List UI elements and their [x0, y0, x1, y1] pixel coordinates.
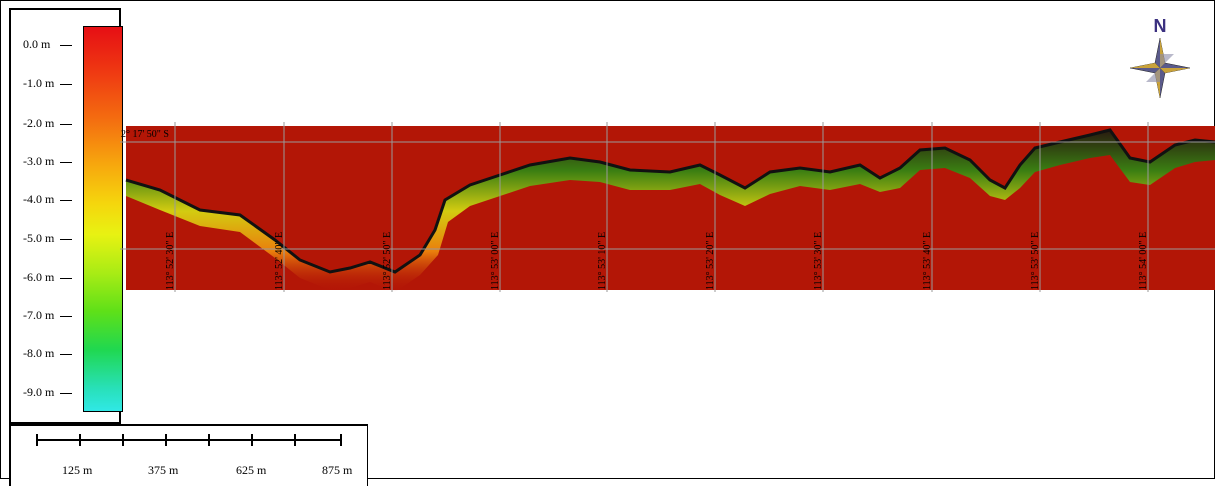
- lon-label: 113° 53' 00" E: [490, 232, 501, 290]
- legend-label: -3.0 m: [23, 154, 55, 168]
- legend-tick: [60, 316, 72, 317]
- lon-label: 113° 52' 40" E: [274, 232, 285, 290]
- legend-tick: [60, 239, 72, 240]
- legend-label: -4.0 m: [23, 192, 55, 206]
- scale-tick: [294, 434, 296, 446]
- legend-label: -5.0 m: [23, 231, 55, 245]
- scale-tick: [165, 434, 167, 446]
- north-arrow-icon: N: [1129, 16, 1191, 98]
- legend-label: -6.0 m: [23, 270, 55, 284]
- legend-label: -1.0 m: [23, 76, 55, 90]
- lon-label: 113° 53' 10" E: [597, 232, 608, 290]
- lon-label: 113° 53' 50" E: [1030, 232, 1041, 290]
- depth-color-bar: [83, 26, 123, 412]
- legend-label: -9.0 m: [23, 385, 55, 399]
- scale-tick: [36, 434, 38, 446]
- lon-label: 113° 53' 30" E: [813, 232, 824, 290]
- scale-tick: [340, 434, 342, 446]
- grid-lines: [120, 122, 1215, 292]
- lat-label: 2° 17' 50" S: [121, 129, 169, 140]
- legend-label: -8.0 m: [23, 346, 55, 360]
- lon-label: 113° 54' 00" E: [1138, 232, 1149, 290]
- scale-tick: [208, 434, 210, 446]
- scale-tick: [251, 434, 253, 446]
- lon-label: 113° 53' 20" E: [705, 232, 716, 290]
- legend-label: -2.0 m: [23, 116, 55, 130]
- scale-bar-line: [36, 439, 342, 441]
- scale-label: 125 m: [62, 463, 93, 477]
- legend-tick: [60, 278, 72, 279]
- legend-tick: [60, 124, 72, 125]
- legend-tick: [60, 162, 72, 163]
- legend-tick: [60, 84, 72, 85]
- scale-label: 875 m: [322, 463, 353, 477]
- lon-label: 113° 52' 50" E: [382, 232, 393, 290]
- scale-bar-box: [9, 424, 368, 486]
- legend-tick: [60, 45, 72, 46]
- legend-tick: [60, 354, 72, 355]
- lon-label: 113° 53' 40" E: [922, 232, 933, 290]
- lon-label: 113° 52' 30" E: [165, 232, 176, 290]
- channel-bank-line: [125, 128, 1215, 274]
- legend-tick: [60, 393, 72, 394]
- channel-depth-band: [126, 130, 1215, 292]
- legend-label: -7.0 m: [23, 308, 55, 322]
- legend-tick: [60, 200, 72, 201]
- lon-labels: 113° 52' 30" E 113° 52' 40" E 113° 52' 5…: [165, 232, 1149, 290]
- scale-tick: [79, 434, 81, 446]
- legend-label: 0.0 m: [23, 37, 51, 51]
- scale-label: 375 m: [148, 463, 179, 477]
- north-label: N: [1154, 16, 1167, 36]
- scale-tick: [122, 434, 124, 446]
- scale-label: 625 m: [236, 463, 267, 477]
